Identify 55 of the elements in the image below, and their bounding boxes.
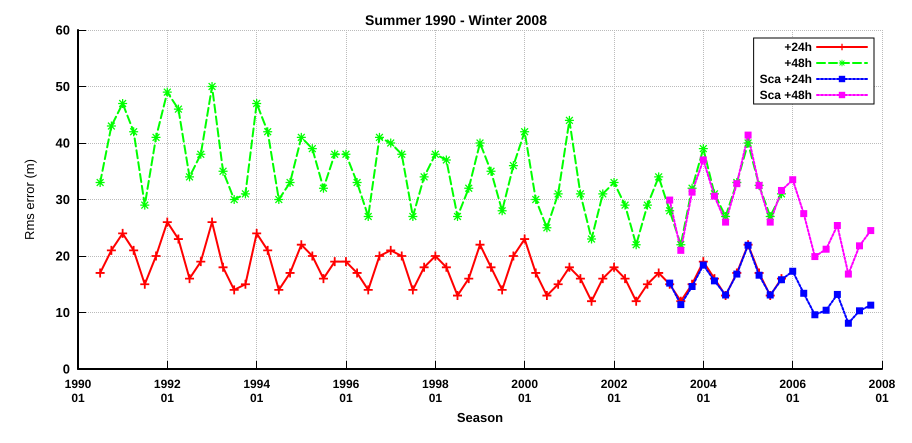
x-tick-label: 1990 01 — [64, 377, 92, 405]
x-tick-label: 1998 01 — [422, 377, 450, 405]
point — [800, 290, 808, 297]
point — [733, 270, 740, 278]
point — [710, 277, 718, 284]
legend-label: +24h — [784, 40, 812, 54]
point — [766, 218, 774, 226]
point — [834, 290, 841, 298]
point — [744, 132, 752, 139]
x-axis-title: Season — [456, 410, 504, 425]
point — [700, 156, 707, 164]
point — [800, 210, 808, 218]
point — [844, 270, 852, 278]
x-tick-label: 1992 01 — [154, 377, 181, 405]
point — [789, 268, 796, 275]
point — [856, 242, 863, 250]
point — [756, 272, 763, 279]
point — [822, 306, 830, 314]
point — [789, 176, 796, 184]
x-tick-label: 2000 01 — [511, 377, 538, 405]
point — [722, 218, 730, 226]
y-tick-label: 10 — [56, 305, 70, 320]
point — [688, 283, 696, 290]
point — [700, 262, 707, 269]
chart-title: Summer 1990 - Winter 2008 — [365, 12, 548, 28]
x-tick-label: 1994 01 — [243, 377, 270, 405]
point — [710, 192, 718, 200]
y-tick-label: 30 — [56, 192, 70, 207]
y-axis-title: Rms error (m) — [22, 159, 37, 240]
point — [834, 222, 841, 229]
legend-label: Sca +24h — [760, 72, 812, 86]
point — [688, 188, 696, 196]
point — [666, 196, 674, 204]
x-tick-label: 2008 01 — [868, 377, 896, 405]
point — [811, 311, 818, 318]
point — [677, 301, 684, 308]
y-tick-label: 60 — [56, 22, 70, 38]
legend-label: +48h — [784, 56, 812, 70]
point — [811, 253, 818, 260]
x-tick-label: 2006 01 — [779, 377, 806, 405]
point — [856, 307, 863, 314]
y-tick-label: 0 — [62, 362, 70, 376]
point — [867, 227, 874, 234]
point — [677, 246, 684, 254]
y-tick-label: 20 — [56, 248, 70, 264]
x-tick-label: 2004 01 — [690, 377, 717, 405]
y-tick-label: 40 — [56, 136, 70, 150]
y-tick-label: 50 — [56, 79, 70, 94]
point — [822, 246, 830, 253]
x-tick-label: 1996 01 — [332, 377, 360, 405]
legend-label: Sca +48h — [760, 88, 812, 102]
point — [844, 320, 852, 327]
point — [867, 302, 874, 309]
x-tick-label: 2002 01 — [600, 377, 628, 405]
point — [778, 186, 785, 194]
